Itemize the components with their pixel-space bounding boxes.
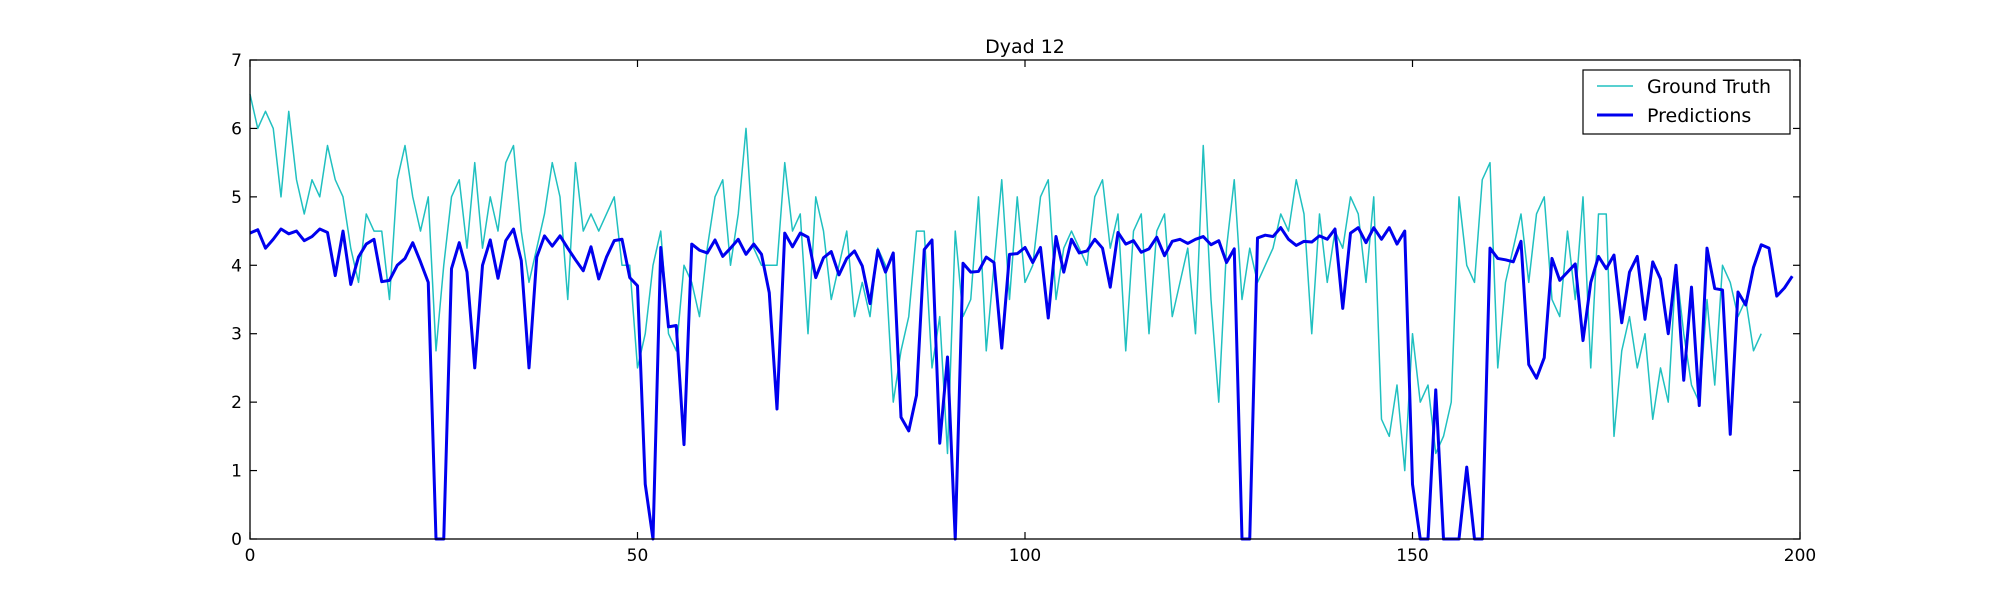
legend-label-predictions: Predictions bbox=[1647, 105, 1751, 127]
y-tick-label: 1 bbox=[231, 462, 242, 482]
y-tick-label: 2 bbox=[231, 393, 242, 413]
legend: Ground Truth Predictions bbox=[1582, 69, 1791, 135]
y-tick-label: 4 bbox=[231, 256, 242, 276]
x-tick-label: 0 bbox=[245, 546, 256, 566]
legend-label-ground-truth: Ground Truth bbox=[1647, 76, 1771, 98]
y-tick-label: 3 bbox=[231, 325, 242, 345]
x-tick-label: 200 bbox=[1784, 546, 1816, 566]
y-axis: 0 1 2 3 4 5 6 7 bbox=[231, 51, 1800, 550]
x-tick-label: 100 bbox=[1009, 546, 1041, 566]
chart-title: Dyad 12 bbox=[985, 36, 1065, 58]
y-tick-label: 0 bbox=[231, 530, 242, 550]
legend-box bbox=[1582, 69, 1791, 135]
x-axis: 0 50 100 150 200 bbox=[245, 60, 1816, 566]
y-tick-label: 7 bbox=[231, 51, 242, 71]
series-line-predictions bbox=[249, 226, 1794, 541]
plot-lines bbox=[249, 94, 1794, 541]
y-tick-label: 6 bbox=[231, 119, 242, 139]
series-line-ground-truth bbox=[249, 94, 1762, 472]
x-tick-label: 50 bbox=[627, 546, 649, 566]
y-tick-label: 5 bbox=[231, 188, 242, 208]
x-tick-label: 150 bbox=[1396, 546, 1428, 566]
